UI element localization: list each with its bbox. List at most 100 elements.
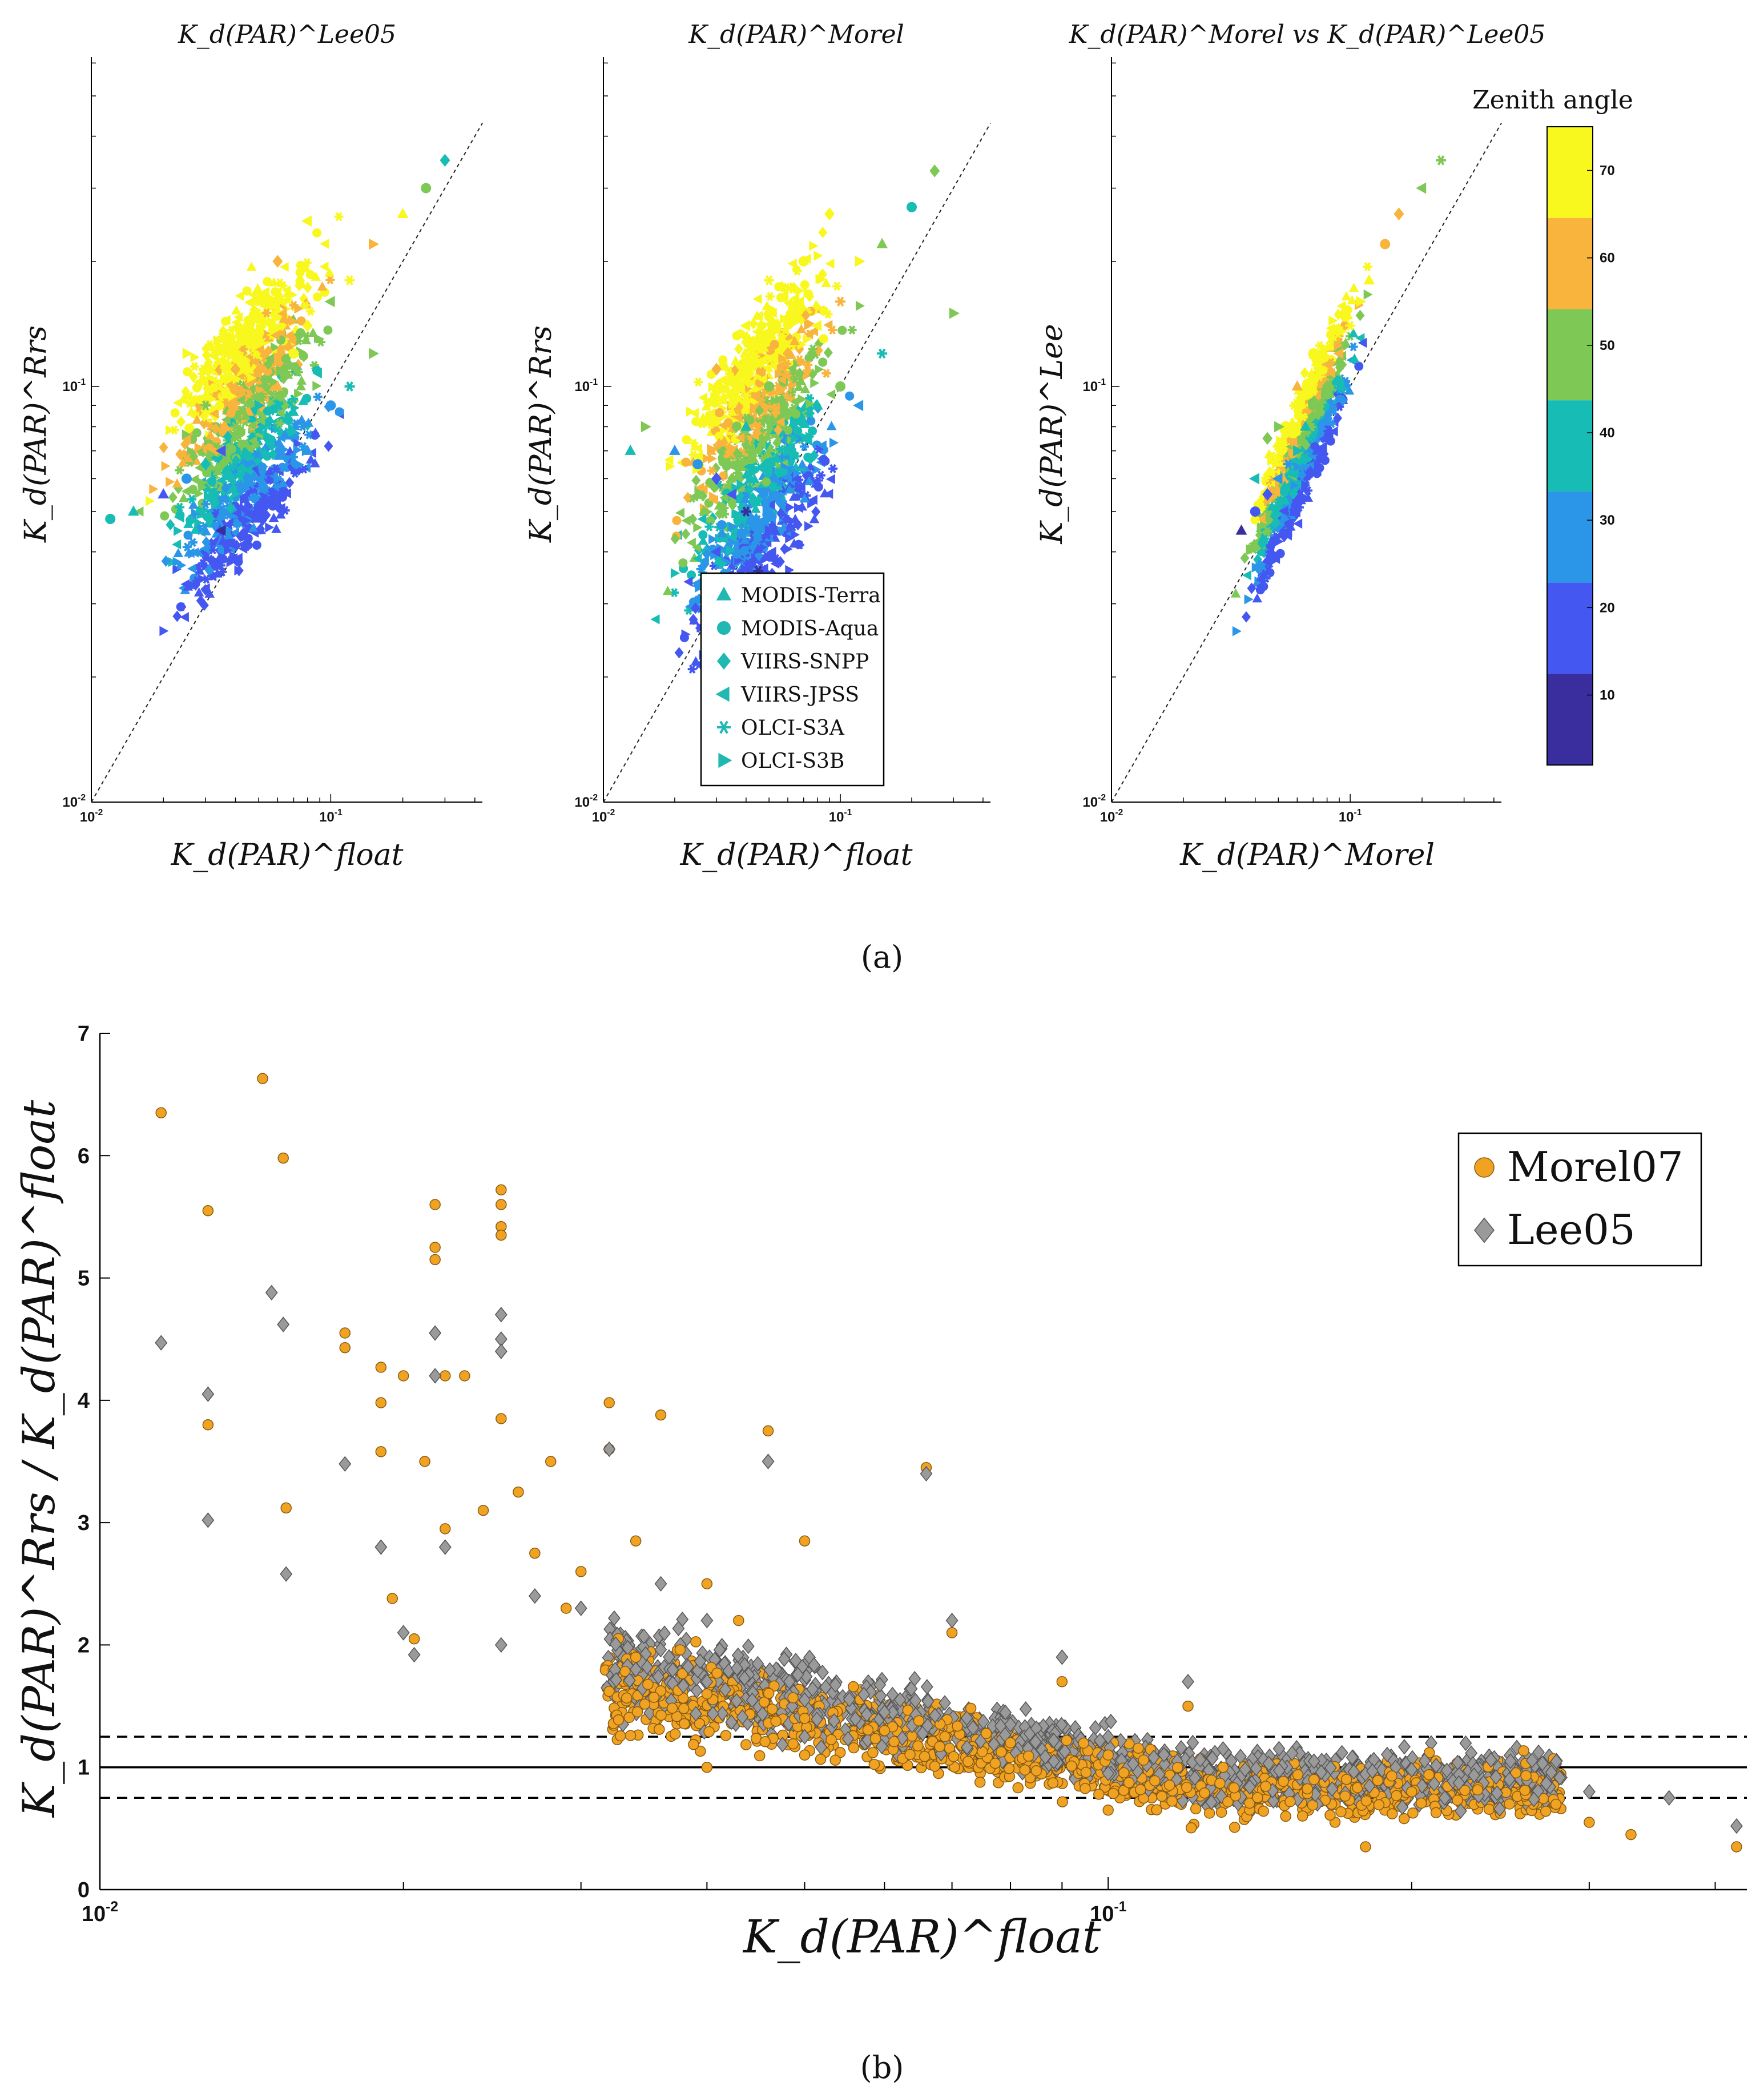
cloud-point <box>263 329 272 340</box>
cloud-point-stroke <box>190 538 196 547</box>
cloud-point <box>215 401 224 410</box>
cloud-point <box>808 426 817 436</box>
cloud-point <box>183 367 192 377</box>
cloud-point <box>190 352 200 363</box>
cloud-point <box>311 271 321 281</box>
cloud-point-stroke <box>171 425 178 435</box>
x-tick-label-1-base: 10 <box>319 810 335 825</box>
cloud-point <box>263 345 273 357</box>
cloud-point <box>188 500 199 509</box>
cloud-point-stroke <box>203 553 210 562</box>
cloud-point <box>210 497 220 507</box>
cloud-point <box>260 375 269 384</box>
cloud-point <box>231 317 241 328</box>
cloud-point <box>276 346 286 358</box>
y-tick-label-1-exp: -1 <box>78 377 86 387</box>
cloud-point <box>203 407 212 417</box>
cloud-point <box>1354 361 1364 371</box>
cloud-point <box>238 344 248 354</box>
cloud-point <box>188 485 198 494</box>
cloud-point <box>268 299 278 308</box>
cloud-point <box>249 513 260 523</box>
y-tick-label-0-base: 10 <box>1082 795 1098 810</box>
data-point-1 <box>692 459 703 470</box>
cloud-point <box>296 375 307 385</box>
y-tick-label-1-exp: -1 <box>1098 377 1106 387</box>
cloud-point-stroke <box>295 368 302 377</box>
cloud-point <box>768 482 778 492</box>
cloud-point <box>296 381 306 390</box>
cloud-point <box>244 365 254 376</box>
cloud-point <box>159 626 169 637</box>
cloud-point <box>734 513 744 522</box>
cloud-point <box>172 610 182 622</box>
cloud-point <box>779 292 789 302</box>
cloud-point <box>229 527 239 538</box>
cloud-point <box>186 516 195 525</box>
y-tick-label-0-exp: -2 <box>590 793 598 803</box>
plot-a1-area: 10-2 10-110-210-1 <box>62 57 483 825</box>
cloud-point <box>263 277 272 287</box>
cloud-point <box>691 417 701 426</box>
cloud-point-stroke <box>282 336 289 346</box>
cloud-point <box>216 475 225 486</box>
cloud-point <box>207 571 217 582</box>
panel-a2-ylabel: K_d(PAR)^Rrs <box>524 325 558 543</box>
cloud-point <box>184 547 194 557</box>
cloud-point <box>320 239 329 249</box>
cloud-point <box>229 551 239 561</box>
cloud-point <box>218 458 227 470</box>
cloud-point <box>213 335 223 346</box>
cloud-point <box>236 530 245 542</box>
cloud-point <box>256 415 265 425</box>
cloud-point <box>210 404 220 414</box>
cloud-point <box>203 363 212 372</box>
cloud-point <box>319 261 329 272</box>
cloud-point <box>293 445 303 455</box>
cloud-point-stroke <box>191 362 198 371</box>
cloud-point <box>190 524 200 534</box>
cloud-point <box>791 409 801 419</box>
cloud-point <box>295 460 305 470</box>
cloud-point <box>227 473 237 482</box>
cloud-point-stroke <box>300 464 308 474</box>
cloud-point <box>310 427 321 437</box>
cloud-point <box>325 275 335 285</box>
cloud-point <box>205 430 216 440</box>
cloud-point <box>248 436 257 446</box>
cloud-point <box>242 286 252 296</box>
scatter-cloud <box>134 212 344 637</box>
cloud-point <box>207 477 217 486</box>
data-point-13 <box>907 202 917 212</box>
cloud-point <box>819 306 829 316</box>
cloud-point <box>218 535 228 545</box>
cloud-point-stroke <box>290 301 297 310</box>
cloud-point <box>235 291 244 301</box>
cloud-point <box>202 553 211 562</box>
x-tick-label-0-base: 10 <box>592 810 607 825</box>
cloud-point <box>679 633 689 642</box>
panel-a1-title: K_d(PAR)^Lee05 <box>178 20 396 49</box>
cloud-point <box>760 498 770 508</box>
cloud-point <box>290 469 300 478</box>
cloud-point <box>227 444 236 454</box>
cloud-point <box>244 297 253 308</box>
cloud-point <box>305 454 316 464</box>
data-point-25 <box>105 514 116 525</box>
cloud-point <box>182 429 191 440</box>
cloud-point <box>175 465 184 475</box>
cloud-point <box>188 538 198 547</box>
cloud-point <box>672 516 682 525</box>
y-tick-label-1-exp: -1 <box>590 377 598 387</box>
cloud-point <box>289 301 299 310</box>
x-tick-label-1-exp: -1 <box>335 808 343 818</box>
y-tick-label-0-exp: -2 <box>1098 793 1106 803</box>
cloud-point-stroke <box>261 375 268 384</box>
cloud-point <box>312 228 322 237</box>
cloud-point <box>186 406 197 416</box>
cloud-point <box>269 277 279 287</box>
cloud-point <box>306 307 316 316</box>
cloud-point <box>232 374 242 384</box>
cloud-point <box>223 529 234 539</box>
cloud-point <box>324 440 333 452</box>
